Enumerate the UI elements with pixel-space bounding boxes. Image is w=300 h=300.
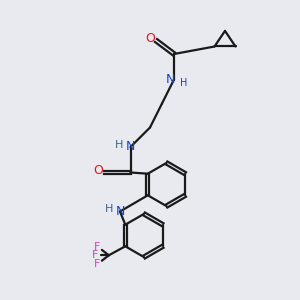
Text: O: O [146,32,155,46]
Text: F: F [94,259,101,269]
Text: H: H [115,140,123,150]
Text: N: N [115,205,125,218]
Text: O: O [93,164,103,178]
Text: N: N [126,140,135,154]
Text: H: H [180,78,187,88]
Text: F: F [92,250,98,260]
Text: F: F [94,242,101,252]
Text: N: N [166,73,175,86]
Text: H: H [104,204,113,214]
